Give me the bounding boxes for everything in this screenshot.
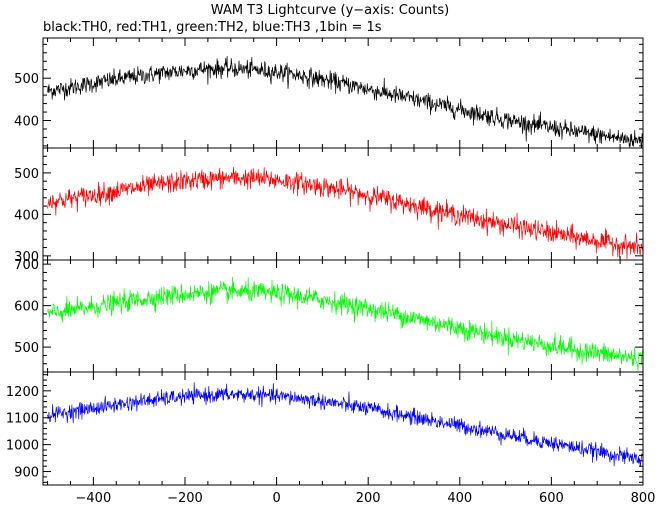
panel-frame	[42, 259, 644, 373]
x-tick-label: −200	[167, 491, 203, 505]
panel-group: 400 500 300 400 500 500 600 700 900 1000 1100 1200	[6, 37, 644, 486]
panel-th1: 300 400 500	[14, 147, 644, 265]
y-tick-label: 400	[14, 115, 39, 130]
y-tick-label: 1200	[6, 385, 39, 400]
x-tick-label: 800	[631, 491, 656, 505]
chart-subtitle: black:TH0, red:TH1, green:TH2, blue:TH3 …	[43, 20, 382, 35]
series-line-th2	[47, 276, 643, 371]
chart-title: WAM T3 Lightcurve (y−axis: Counts)	[211, 3, 449, 18]
y-tick-label: 900	[14, 466, 39, 481]
series-line-th3	[47, 382, 643, 468]
panel-th2: 500 600 700	[14, 258, 644, 373]
x-tick-label: 600	[539, 491, 564, 505]
y-tick-label: 500	[14, 167, 39, 182]
x-tick-label: −400	[76, 491, 112, 505]
panel-th3: 900 1000 1100 1200	[6, 371, 644, 486]
x-axis: −400 −200 0 200 400 600 800	[76, 491, 656, 505]
y-tick-label: 600	[14, 300, 39, 315]
x-tick-label: 400	[447, 491, 472, 505]
x-tick-label: 200	[356, 491, 381, 505]
y-tick-label: 300	[14, 250, 39, 265]
x-tick-label: 0	[272, 491, 280, 505]
y-tick-label: 1100	[6, 412, 39, 427]
y-tick-label: 500	[14, 341, 39, 356]
panel-frame	[42, 371, 644, 486]
y-tick-label: 1000	[6, 439, 39, 454]
y-tick-label: 400	[14, 208, 39, 223]
panel-frame	[42, 147, 644, 261]
y-tick-label: 700	[14, 258, 39, 273]
y-tick-label: 500	[14, 72, 39, 87]
series-line-th0	[47, 56, 643, 148]
series-line-th1	[47, 166, 643, 260]
panel-th0: 400 500	[14, 37, 644, 149]
